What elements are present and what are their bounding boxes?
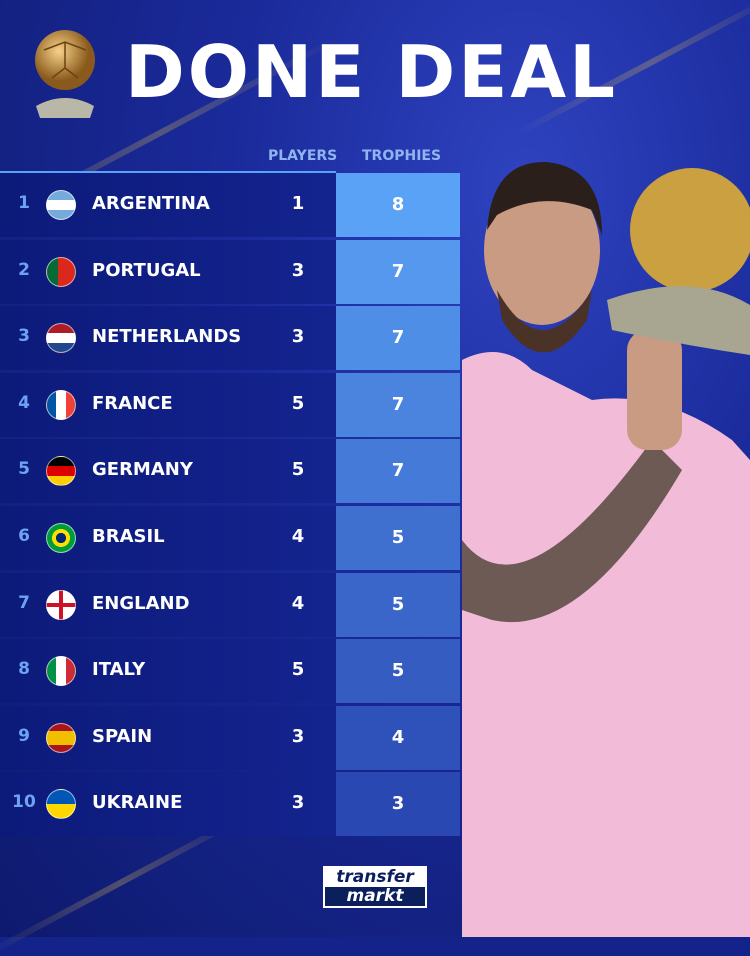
players-count: 3 <box>291 792 305 814</box>
rank: 8 <box>18 659 30 680</box>
players-count: 3 <box>291 326 305 348</box>
country-name: ARGENTINA <box>92 193 210 214</box>
trophies-count: 7 <box>336 439 460 504</box>
players-count: 3 <box>291 259 305 281</box>
ukraine-flag-icon <box>46 789 76 820</box>
rank: 6 <box>18 526 30 546</box>
brazil-flag-icon <box>46 523 76 553</box>
country-name: GERMANY <box>92 459 193 481</box>
rank: 3 <box>18 326 30 347</box>
portugal-flag-icon <box>46 256 76 287</box>
players-count: 1 <box>291 193 305 214</box>
trophies-column-header: TROPHIES <box>362 148 442 164</box>
trophies-count: 3 <box>336 772 460 837</box>
italy-flag-icon <box>46 656 76 687</box>
players-count: 4 <box>291 526 305 547</box>
players-count: 5 <box>291 459 305 481</box>
rank: 9 <box>18 725 30 746</box>
table-row: 5 GERMANY 5 7 <box>0 439 460 504</box>
rank: 1 <box>18 193 30 213</box>
rank: 10 <box>12 792 36 813</box>
trophies-count: 8 <box>336 173 460 237</box>
players-count: 5 <box>291 392 305 414</box>
table-row: 9 SPAIN 3 4 <box>0 705 460 770</box>
england-flag-icon <box>46 589 76 620</box>
ballon-dor-icon <box>35 30 95 118</box>
players-count: 5 <box>291 659 305 681</box>
table-row: 6 BRASIL 4 5 <box>0 506 460 570</box>
france-flag-icon <box>46 389 76 420</box>
trophies-count: 4 <box>336 705 460 770</box>
netherlands-flag-icon <box>46 323 76 354</box>
table-row: 3 NETHERLANDS 3 7 <box>0 306 460 371</box>
spain-flag-icon <box>46 722 76 753</box>
country-name: BRASIL <box>92 526 165 547</box>
table-row: 4 FRANCE 5 7 <box>0 372 460 437</box>
country-name: ITALY <box>92 659 146 681</box>
trophies-count: 5 <box>336 506 460 570</box>
table-row: 8 ITALY 5 5 <box>0 639 460 704</box>
country-name: SPAIN <box>92 725 153 747</box>
table-row: 1 ARGENTINA 1 8 <box>0 173 460 237</box>
trophies-count: 5 <box>336 572 460 637</box>
player-photo <box>462 161 750 937</box>
country-name: ENGLAND <box>92 592 190 614</box>
germany-flag-icon <box>46 456 76 487</box>
country-name: FRANCE <box>92 392 173 414</box>
trophies-count: 7 <box>336 372 460 437</box>
players-column-header: PLAYERS <box>268 148 338 164</box>
rank: 4 <box>18 392 30 413</box>
table-row: 2 PORTUGAL 3 7 <box>0 239 460 304</box>
logo-text-bottom: markt <box>325 887 425 906</box>
transfermarkt-logo: transfer markt <box>323 866 427 908</box>
trophies-count: 7 <box>336 239 460 304</box>
table-top-border <box>0 171 336 173</box>
trophies-count: 7 <box>336 306 460 371</box>
country-name: NETHERLANDS <box>92 326 242 348</box>
logo-text-top: transfer <box>325 868 425 887</box>
players-count: 3 <box>291 725 305 747</box>
argentina-flag-icon <box>46 190 76 220</box>
country-name: PORTUGAL <box>92 259 201 281</box>
rank: 2 <box>18 259 30 280</box>
players-count: 4 <box>291 592 305 614</box>
table-row: 7 ENGLAND 4 5 <box>0 572 460 637</box>
table-row: 10 UKRAINE 3 3 <box>0 772 460 837</box>
trophies-count: 5 <box>336 639 460 704</box>
rank: 7 <box>18 592 30 613</box>
country-name: UKRAINE <box>92 792 183 814</box>
rank: 5 <box>18 459 30 480</box>
page-title: DONE DEAL <box>125 30 619 114</box>
